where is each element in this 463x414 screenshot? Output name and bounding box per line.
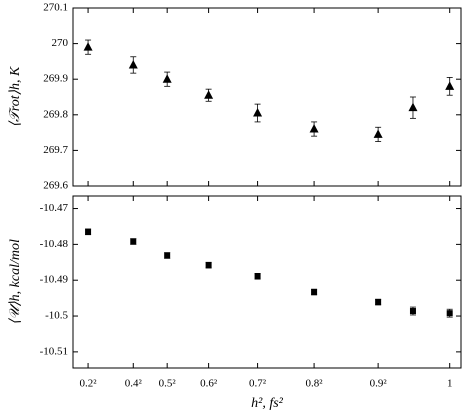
data-point [409, 308, 416, 315]
data-point [128, 59, 138, 69]
data-point [254, 273, 261, 280]
y-tick-label: 269.7 [43, 144, 68, 156]
data-point [164, 252, 171, 259]
y-tick-label: 269.6 [43, 180, 68, 192]
x-tick-label: 0.9² [370, 378, 388, 390]
x-tick-label: 0.8² [306, 378, 324, 390]
y-tick-label: 270 [52, 37, 69, 49]
data-point [445, 81, 455, 90]
y-axis-label: ⟨𝒰⟩h, kcal/mol [8, 239, 23, 325]
y-tick-label: 269.9 [43, 73, 68, 85]
y-axis-label: ⟨𝒯rot⟩h, K [8, 66, 23, 127]
data-point [83, 42, 93, 51]
x-tick-label: 0.4² [125, 378, 143, 390]
y-tick-label: -10.48 [40, 238, 69, 250]
y-tick-label: 269.8 [43, 108, 68, 120]
data-point [253, 108, 263, 117]
y-tick-label: 270.1 [43, 2, 68, 14]
x-tick-label: 0.6² [200, 378, 218, 390]
x-tick-label: 1 [447, 378, 453, 390]
data-point [373, 129, 383, 138]
data-point [204, 90, 214, 99]
data-point [375, 299, 382, 306]
data-point [408, 102, 418, 112]
data-point [162, 74, 172, 83]
data-point [311, 289, 318, 296]
x-tick-label: 0.5² [159, 378, 177, 390]
plot-frame [72, 7, 462, 187]
data-point [205, 262, 212, 269]
x-tick-label: 0.2² [80, 378, 98, 390]
data-point [85, 228, 92, 235]
y-tick-label: -10.5 [45, 310, 68, 322]
data-point [309, 124, 319, 133]
y-tick-label: -10.51 [40, 345, 68, 357]
data-point [130, 238, 137, 245]
x-tick-label: 0.7² [249, 378, 267, 390]
plot-frame [72, 195, 462, 369]
y-tick-label: -10.49 [40, 274, 69, 286]
data-point [446, 310, 453, 317]
x-axis-label: h², fs² [251, 396, 284, 411]
y-tick-label: -10.47 [40, 202, 69, 214]
